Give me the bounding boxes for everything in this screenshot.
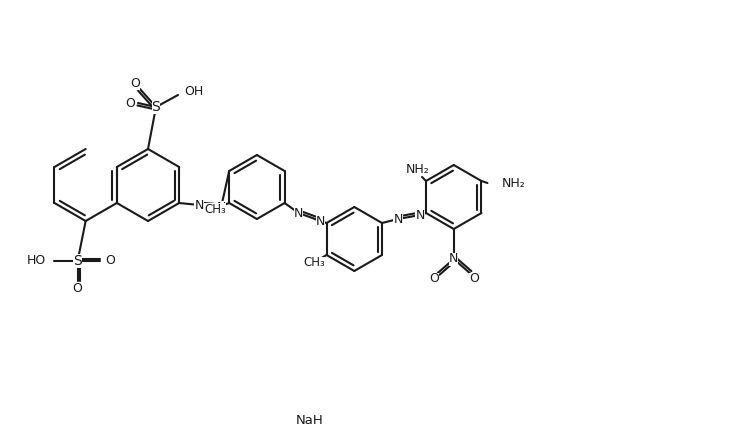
- Text: N: N: [217, 201, 226, 214]
- Text: O: O: [469, 272, 479, 285]
- Text: O: O: [106, 254, 115, 267]
- Text: N: N: [294, 207, 303, 220]
- Text: CH₃: CH₃: [204, 202, 226, 215]
- Text: NH₂: NH₂: [406, 163, 430, 176]
- Text: OH: OH: [184, 85, 203, 98]
- Text: S: S: [152, 100, 160, 114]
- Text: O: O: [130, 77, 140, 90]
- Text: NH₂: NH₂: [501, 177, 526, 190]
- Text: NaH: NaH: [296, 414, 324, 426]
- Text: N: N: [449, 253, 459, 266]
- Text: N: N: [415, 208, 425, 221]
- Text: O: O: [73, 281, 83, 294]
- Text: O: O: [125, 96, 135, 109]
- Text: N: N: [316, 215, 325, 228]
- Text: HO: HO: [26, 254, 46, 267]
- Text: N: N: [195, 198, 204, 211]
- Text: N: N: [393, 212, 403, 225]
- Text: CH₃: CH₃: [304, 257, 325, 270]
- Text: S: S: [73, 254, 82, 268]
- Text: O: O: [429, 272, 439, 285]
